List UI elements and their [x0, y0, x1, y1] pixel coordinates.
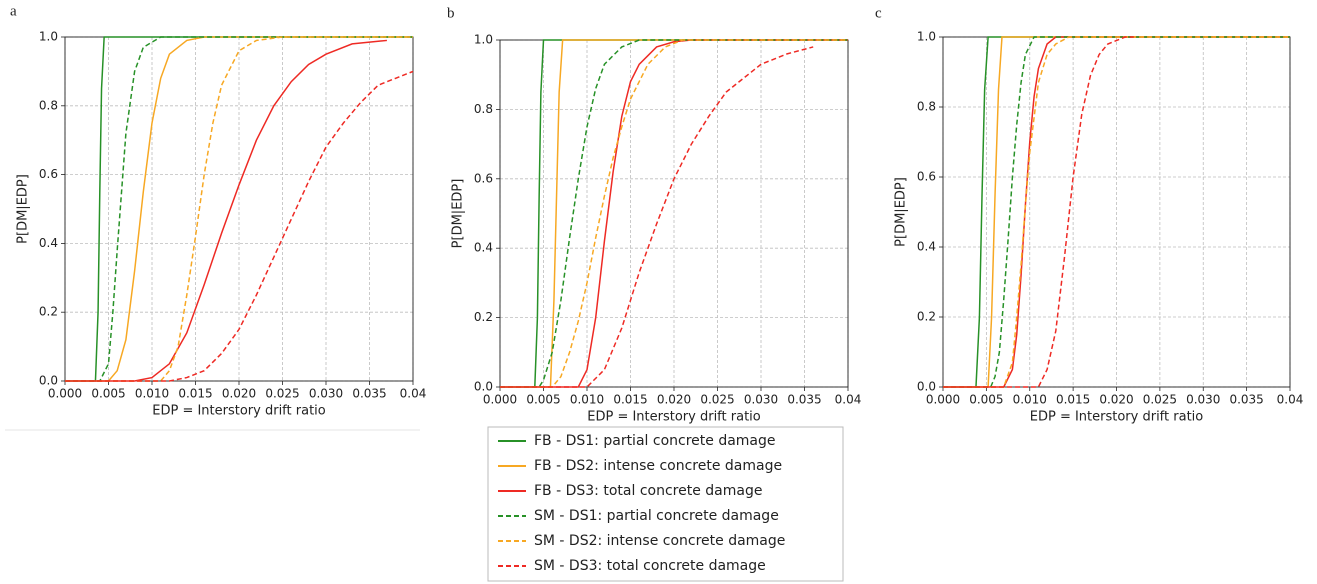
x-tick-label: 0.010: [1013, 393, 1047, 407]
x-tick-label: 0.000: [926, 393, 960, 407]
panel-label: b: [447, 5, 455, 21]
x-tick-label: 0.000: [48, 387, 82, 401]
y-tick-label: 0.4: [474, 241, 493, 255]
series-line: [500, 39, 848, 388]
x-tick-label: 0.015: [613, 393, 647, 407]
y-tick-label: 0.2: [39, 305, 58, 319]
legend-label: SM - DS2: intense concrete damage: [534, 533, 785, 549]
series-line: [65, 39, 387, 382]
x-tick-label: 0.015: [178, 387, 212, 401]
x-tick-label: 0.030: [744, 393, 778, 407]
y-tick-label: 1.0: [474, 33, 493, 47]
series-line: [65, 36, 413, 382]
x-tick-label: 0.025: [265, 387, 299, 401]
series-line: [943, 36, 1290, 388]
legend: FB - DS1: partial concrete damage FB - DS…: [487, 426, 844, 582]
y-tick-label: 0.2: [917, 310, 936, 324]
x-tick-label: 0.020: [1099, 393, 1133, 407]
y-tick-label: 0.0: [39, 374, 58, 388]
y-axis-label: P[DM|EDP]: [16, 174, 31, 244]
y-tick-label: 0.2: [474, 310, 493, 324]
y-tick-label: 0.8: [39, 98, 58, 112]
x-axis-label: EDP = Interstory drift ratio: [1030, 410, 1204, 425]
y-tick-label: 0.0: [917, 380, 936, 394]
legend-label: FB - DS1: partial concrete damage: [534, 433, 776, 449]
legend-label: SM - DS1: partial concrete damage: [534, 508, 779, 524]
y-axis-label: P[DM|EDP]: [451, 179, 466, 249]
x-tick-label: 0.000: [483, 393, 517, 407]
x-tick-label: 0.010: [135, 387, 169, 401]
x-tick-label: 0.015: [1056, 393, 1090, 407]
x-tick-label: 0.035: [787, 393, 821, 407]
y-tick-label: 0.8: [474, 102, 493, 116]
x-tick-label: 0.030: [309, 387, 343, 401]
y-tick-label: 0.4: [39, 236, 58, 250]
x-tick-label: 0.04: [835, 393, 862, 407]
x-tick-label: 0.020: [657, 393, 691, 407]
y-tick-label: 0.0: [474, 380, 493, 394]
y-tick-label: 0.8: [917, 100, 936, 114]
series-line: [500, 39, 848, 388]
series-line: [943, 36, 1134, 388]
x-tick-label: 0.04: [1277, 393, 1304, 407]
x-tick-label: 0.005: [969, 393, 1003, 407]
x-axis-label: EDP = Interstory drift ratio: [587, 410, 761, 425]
y-tick-label: 0.6: [917, 170, 936, 184]
legend-box: [487, 426, 844, 582]
panel-label: a: [10, 3, 17, 19]
x-tick-label: 0.010: [570, 393, 604, 407]
y-tick-label: 0.6: [474, 171, 493, 185]
legend-label: FB - DS2: intense concrete damage: [534, 458, 782, 474]
x-tick-label: 0.025: [700, 393, 734, 407]
panel-label: c: [875, 5, 882, 21]
x-tick-label: 0.035: [1229, 393, 1263, 407]
legend-label: SM - DS3: total concrete damage: [534, 558, 766, 574]
x-tick-label: 0.005: [91, 387, 125, 401]
x-tick-label: 0.005: [526, 393, 560, 407]
x-tick-label: 0.030: [1186, 393, 1220, 407]
x-tick-label: 0.04: [400, 387, 427, 401]
y-axis-label: P[DM|EDP]: [894, 177, 909, 247]
x-tick-label: 0.035: [352, 387, 386, 401]
y-tick-label: 1.0: [39, 30, 58, 44]
series-line: [500, 39, 848, 388]
x-tick-label: 0.025: [1143, 393, 1177, 407]
x-axis-label: EDP = Interstory drift ratio: [152, 404, 326, 419]
series-line: [65, 70, 414, 382]
y-tick-label: 0.4: [917, 240, 936, 254]
y-tick-label: 1.0: [917, 30, 936, 44]
series-line: [65, 36, 413, 382]
x-tick-label: 0.020: [222, 387, 256, 401]
series-line: [65, 36, 413, 382]
series-line: [500, 46, 814, 388]
legend-label: FB - DS3: total concrete damage: [534, 483, 762, 499]
series-line: [943, 36, 1290, 388]
y-tick-label: 0.6: [39, 167, 58, 181]
